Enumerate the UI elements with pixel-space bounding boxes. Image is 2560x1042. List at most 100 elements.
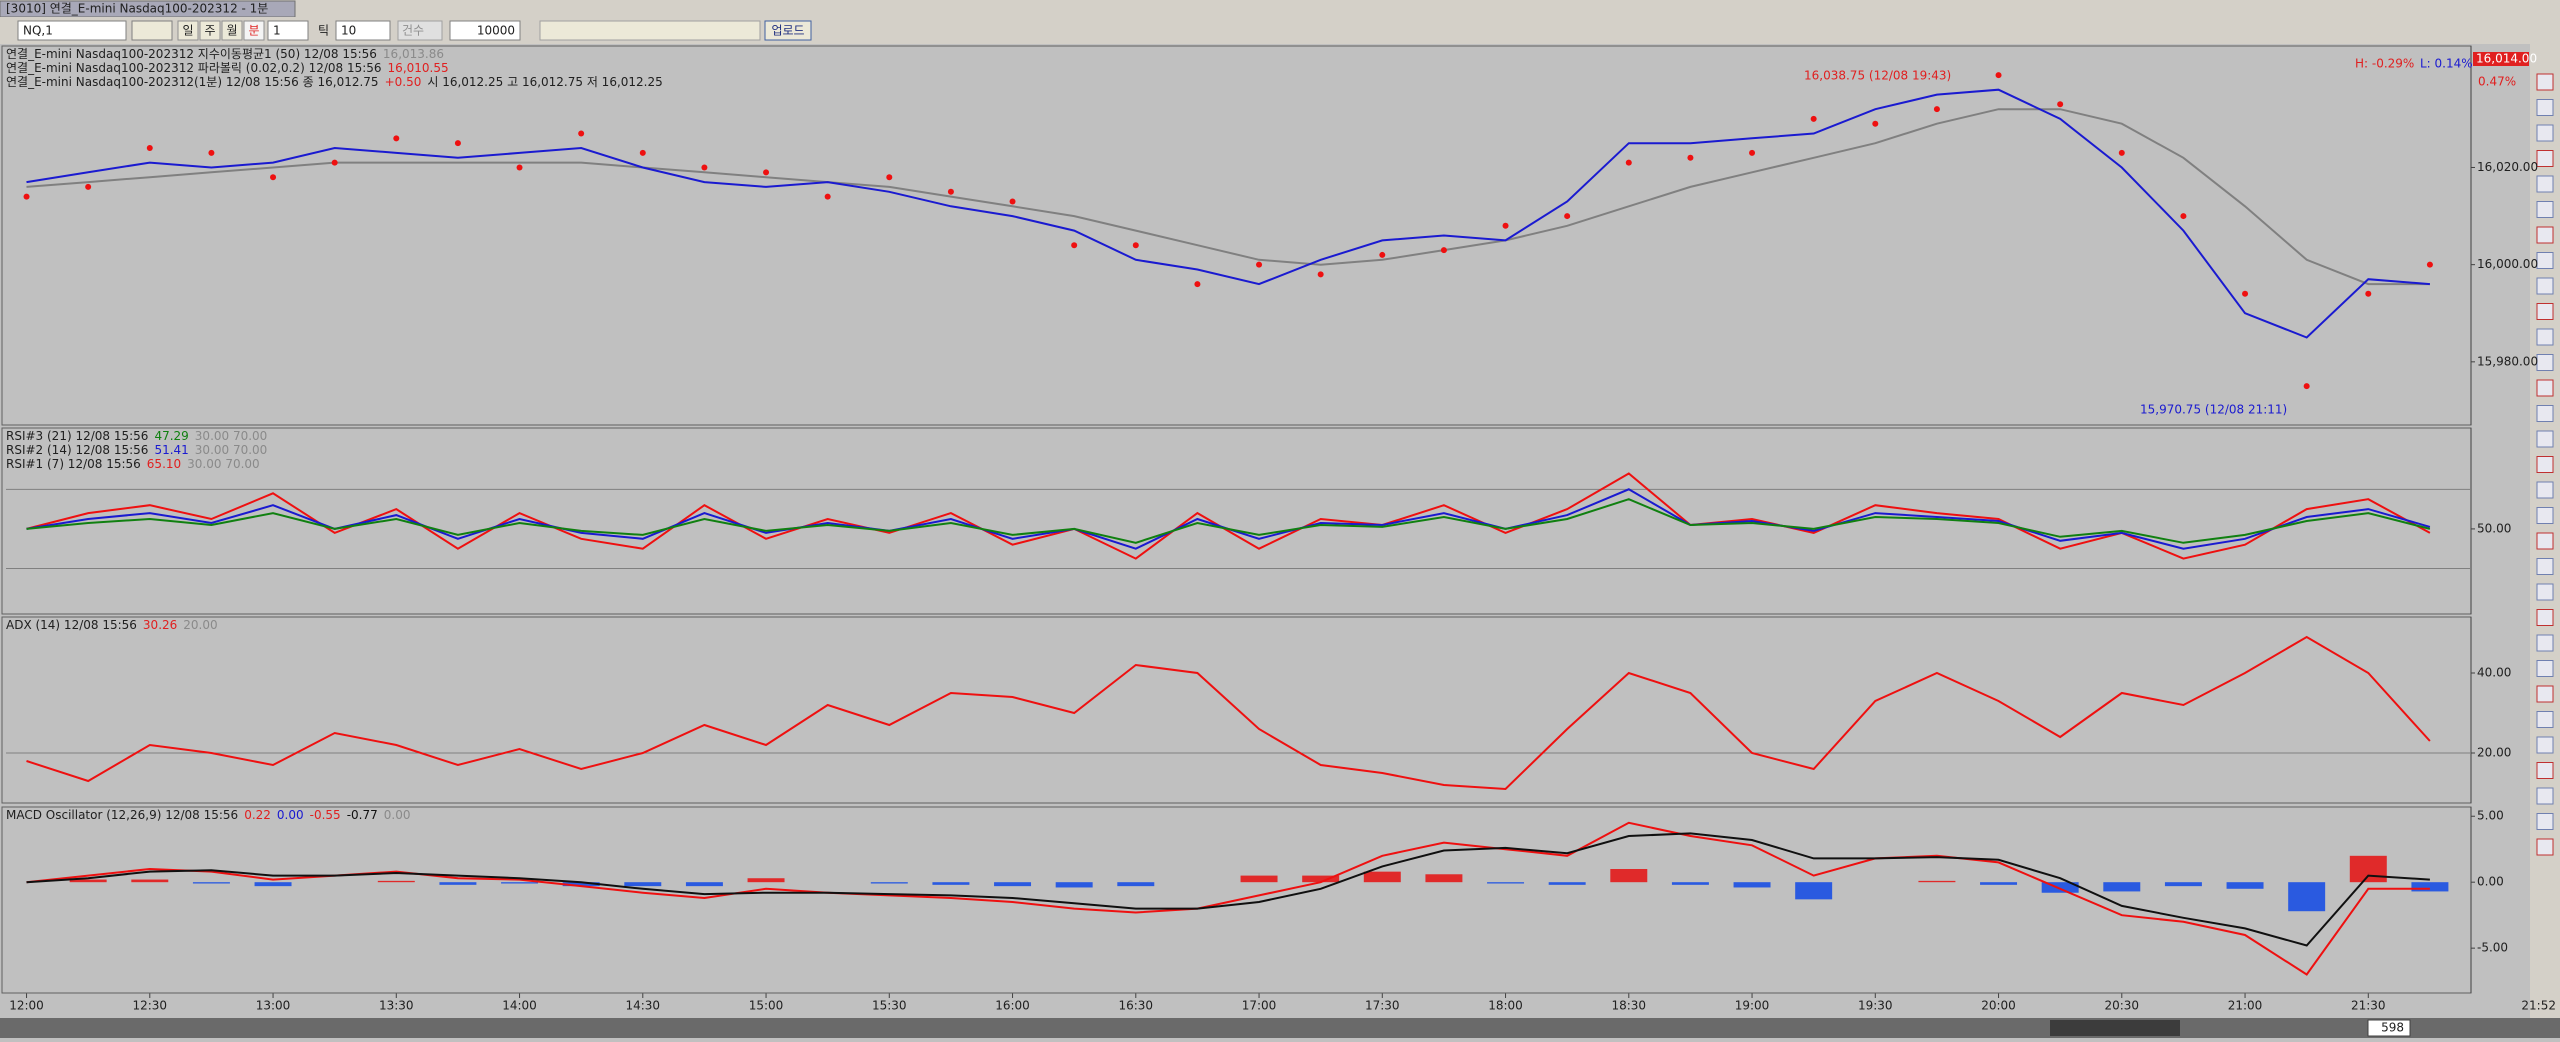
tool-icon[interactable]	[2536, 354, 2554, 371]
legend-line: MACD Oscillator (12,26,9) 12/08 15:56 0.2…	[6, 808, 410, 822]
oscillator-bar	[2041, 882, 2079, 893]
search-buttons[interactable]	[131, 20, 173, 41]
scroll-bar[interactable]	[0, 1018, 2560, 1038]
sar-dot	[886, 174, 893, 181]
period-button[interactable]	[199, 20, 221, 41]
tool-icon[interactable]	[2536, 634, 2554, 652]
tool-icon[interactable]	[2536, 532, 2554, 550]
tool-icon[interactable]	[2536, 226, 2554, 244]
sar-dot	[1440, 247, 1447, 254]
sar-dot	[208, 149, 215, 156]
sar-dot	[578, 130, 585, 137]
oscillator-bar	[2288, 882, 2326, 912]
sar-dot	[516, 164, 523, 171]
sar-dot	[1810, 115, 1817, 122]
count-box[interactable]	[397, 20, 443, 41]
tool-icon[interactable]	[2536, 711, 2554, 728]
period-button[interactable]	[243, 20, 265, 41]
sar-dot	[1749, 149, 1756, 156]
sar-dot	[1071, 242, 1078, 249]
tool-icon[interactable]	[2536, 99, 2554, 116]
tool-icon[interactable]	[2536, 660, 2554, 677]
legend-text: RSI#2 (14) 12/08 15:56	[6, 443, 148, 457]
oscillator-bar	[1918, 880, 1956, 883]
legend-text: 0.22	[244, 808, 271, 822]
low-annotation: 15,970.75 (12/08 21:11)	[2140, 403, 2287, 417]
tool-icon[interactable]	[2536, 277, 2554, 295]
sar-dot	[2426, 261, 2433, 268]
tool-icon[interactable]	[2536, 201, 2554, 218]
x-tick-label: 16:30	[1118, 999, 1153, 1013]
bars-box[interactable]	[2367, 1019, 2411, 1037]
upload-button[interactable]	[764, 20, 812, 41]
tool-icon[interactable]	[2536, 430, 2554, 448]
x-tick-label: 15:30	[872, 999, 907, 1013]
oscillator-bar	[994, 882, 1032, 887]
x-tick-label: 17:30	[1365, 999, 1400, 1013]
x-tick-label: 15:00	[749, 999, 784, 1013]
sar-dot	[1564, 213, 1571, 220]
symbol: NQ,1	[23, 24, 53, 38]
symbol-box[interactable]	[17, 20, 127, 41]
sar-dot	[2057, 101, 2064, 108]
tool-icon[interactable]	[2536, 456, 2554, 473]
x-tick-label: 19:00	[1735, 999, 1770, 1013]
minute-box[interactable]	[267, 20, 309, 41]
tool-icon[interactable]	[2536, 787, 2554, 805]
scroll-thumb[interactable]	[2050, 1020, 2180, 1036]
tool-icon[interactable]	[2536, 558, 2554, 575]
sar-dot	[2180, 213, 2187, 220]
tool-icon[interactable]	[2536, 583, 2554, 601]
sar-dot	[1872, 120, 1879, 127]
tool-icon[interactable]	[2536, 328, 2554, 346]
oscillator-bar	[1548, 882, 1586, 885]
sar-dot	[454, 140, 461, 147]
high-annotation: 16,038.75 (12/08 19:43)	[1804, 69, 1951, 83]
tool-icon[interactable]	[2536, 379, 2554, 397]
tool-icon[interactable]	[2536, 303, 2554, 320]
tool-icon[interactable]	[2536, 252, 2554, 269]
tool-icon[interactable]	[2536, 762, 2554, 779]
tool-icon[interactable]	[2536, 507, 2554, 524]
legend-text: 시 16,012.25 고 16,012.75 저 16,012.25	[427, 75, 662, 89]
tool-icon[interactable]	[2536, 838, 2554, 856]
legend-line: RSI#1 (7) 12/08 15:56 65.10 30.00 70.00	[6, 457, 260, 471]
legend-text: 30.00 70.00	[195, 443, 268, 457]
tool-icon[interactable]	[2536, 405, 2554, 422]
bar-count: 598	[2381, 1021, 2404, 1035]
tick-value: 10	[341, 24, 356, 38]
x-tick-label: 14:00	[502, 999, 537, 1013]
tool-buttons[interactable]	[539, 20, 761, 41]
oscillator-bar	[131, 879, 169, 883]
oscillator-bar	[685, 882, 723, 887]
x-tick-label: 19:30	[1858, 999, 1893, 1013]
tool-icon[interactable]	[2536, 73, 2554, 91]
sar-dot	[393, 135, 400, 142]
tool-icon[interactable]	[2536, 481, 2554, 499]
period-label: 일	[182, 24, 193, 38]
tool-icon[interactable]	[2536, 124, 2554, 142]
tool-icon[interactable]	[2536, 175, 2554, 193]
legend-line: RSI#3 (21) 12/08 15:56 47.29 30.00 70.00	[6, 429, 267, 443]
count-value: 10000	[477, 24, 515, 38]
period-button[interactable]	[177, 20, 199, 41]
tool-icon[interactable]	[2536, 150, 2554, 167]
tick-label: 틱	[318, 24, 329, 38]
sar-dot	[2242, 290, 2249, 297]
sar-dot	[947, 188, 954, 195]
tool-icon[interactable]	[2536, 813, 2554, 830]
tool-icon[interactable]	[2536, 609, 2554, 626]
tick-box[interactable]	[335, 20, 391, 41]
oscillator-bar	[501, 882, 539, 884]
period-button[interactable]	[221, 20, 243, 41]
sar-dot	[331, 159, 338, 166]
tool-icon[interactable]	[2536, 685, 2554, 703]
count-value-box[interactable]	[449, 20, 521, 41]
legend-text: 30.00 70.00	[195, 429, 268, 443]
tool-icon[interactable]	[2536, 736, 2554, 754]
oscillator-bar	[1363, 871, 1401, 883]
legend-text: 51.41	[154, 443, 188, 457]
x-tick-label: 14:30	[625, 999, 660, 1013]
series-line	[26, 108, 2430, 286]
